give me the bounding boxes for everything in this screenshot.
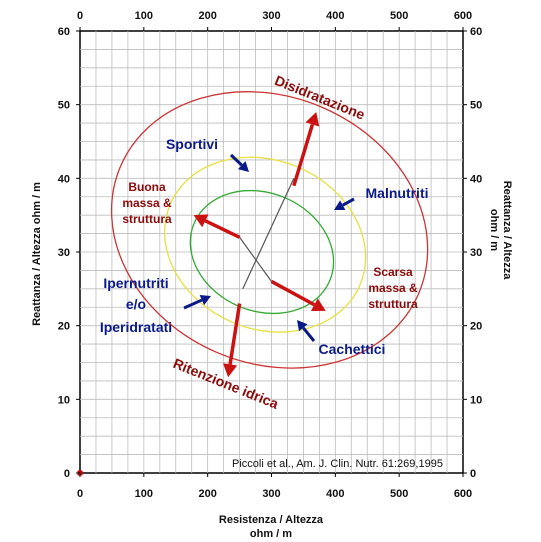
label-buona-line3: struttura <box>122 212 172 226</box>
arrow-disidratazione-shaft <box>292 123 315 187</box>
arrow-buona-massa-struttura-head <box>193 214 209 228</box>
y-tick-label-right: 50 <box>470 100 482 112</box>
y-tick-label-right: 0 <box>470 468 476 480</box>
arrow-cachettici-head <box>297 320 308 332</box>
direction-arrows <box>183 112 355 378</box>
label-malnutriti: Malnutriti <box>366 185 429 201</box>
ellipse-axis-lines <box>239 178 295 290</box>
y-tick-label-left: 10 <box>58 394 70 406</box>
label-scarsa-line2: massa & <box>368 281 418 295</box>
x-tick-label-top: 300 <box>262 10 280 22</box>
citation: Piccoli et al., Am. J. Clin. Nutr. 61:26… <box>232 458 443 470</box>
grid <box>77 30 464 476</box>
label-ipernutriti-line1: Ipernutriti <box>103 275 168 291</box>
arrow-scarsa-massa-struttura-head <box>310 298 326 312</box>
x-tick-label-top: 200 <box>198 10 216 22</box>
label-ipernutriti-line2: e/o <box>126 296 146 312</box>
label-cachettici: Cachettici <box>319 341 386 357</box>
y-tick-label-left: 20 <box>58 321 70 333</box>
arrow-ipernutriti-shaft <box>183 298 203 310</box>
x-tick-label-bottom: 0 <box>77 488 83 500</box>
y-tick-label-right: 30 <box>470 247 482 259</box>
arrow-sportivi-head <box>237 161 249 172</box>
arrow-disidratazione-head <box>305 112 320 127</box>
x-tick-label-bottom: 400 <box>326 488 344 500</box>
x-tick-label-bottom: 600 <box>454 488 472 500</box>
x-tick-label-bottom: 300 <box>262 488 280 500</box>
arrow-cachettici-shaft <box>302 326 316 342</box>
x-tick-label-top: 500 <box>390 10 408 22</box>
label-buona-line2: massa & <box>122 196 172 210</box>
label-scarsa-line1: Scarsa <box>373 265 413 279</box>
ellipse-95pct <box>110 91 429 369</box>
y-tick-label-left: 40 <box>58 173 70 185</box>
arrow-malnutriti-head <box>334 200 346 210</box>
x-tick-label-bottom: 500 <box>390 488 408 500</box>
x-tick-label-bottom: 100 <box>135 488 153 500</box>
label-buona-line1: Buona <box>128 180 166 194</box>
arrow-ipernutriti-head <box>199 295 211 306</box>
x-axis-title-line1: Resistenza / Altezza <box>219 514 324 526</box>
x-tick-label-top: 600 <box>454 10 472 22</box>
y-tick-label-right: 10 <box>470 394 482 406</box>
y-tick-label-right: 40 <box>470 173 482 185</box>
y-axis-title-left: Reattanza / Altezza ohm / m <box>31 182 43 326</box>
ellipse-axis-line <box>239 236 272 282</box>
y-tick-label-left: 60 <box>58 26 70 38</box>
label-scarsa-line3: struttura <box>368 297 418 311</box>
label-sportivi: Sportivi <box>166 136 218 152</box>
x-tick-label-bottom: 200 <box>198 488 216 500</box>
x-axis-title-line2: ohm / m <box>250 528 292 540</box>
arrow-ritenzione-idrica-head <box>223 363 238 378</box>
x-tick-label-top: 100 <box>135 10 153 22</box>
label-ipernutriti-line3: Iperidratati <box>100 319 172 335</box>
y-axis-title-right-line2: ohm / m <box>488 209 500 251</box>
y-axis-title-right-line1: Reattanza / Altezza <box>501 181 513 281</box>
x-tick-label-top: 400 <box>326 10 344 22</box>
x-tick-label-top: 0 <box>77 10 83 22</box>
arrow-sportivi-shaft <box>229 153 243 167</box>
arrow-malnutriti-shaft <box>342 197 355 207</box>
y-tick-label-left: 50 <box>58 100 70 112</box>
y-tick-label-right: 60 <box>470 26 482 38</box>
arrow-scarsa-massa-struttura-shaft <box>270 279 316 307</box>
ellipse-axis-line <box>242 178 295 290</box>
arrow-buona-massa-struttura-shaft <box>204 219 241 239</box>
y-tick-label-left: 0 <box>64 468 70 480</box>
y-tick-label-right: 20 <box>470 321 482 333</box>
y-tick-label-left: 30 <box>58 247 70 259</box>
arrow-ritenzione-idrica-shaft <box>228 303 242 365</box>
